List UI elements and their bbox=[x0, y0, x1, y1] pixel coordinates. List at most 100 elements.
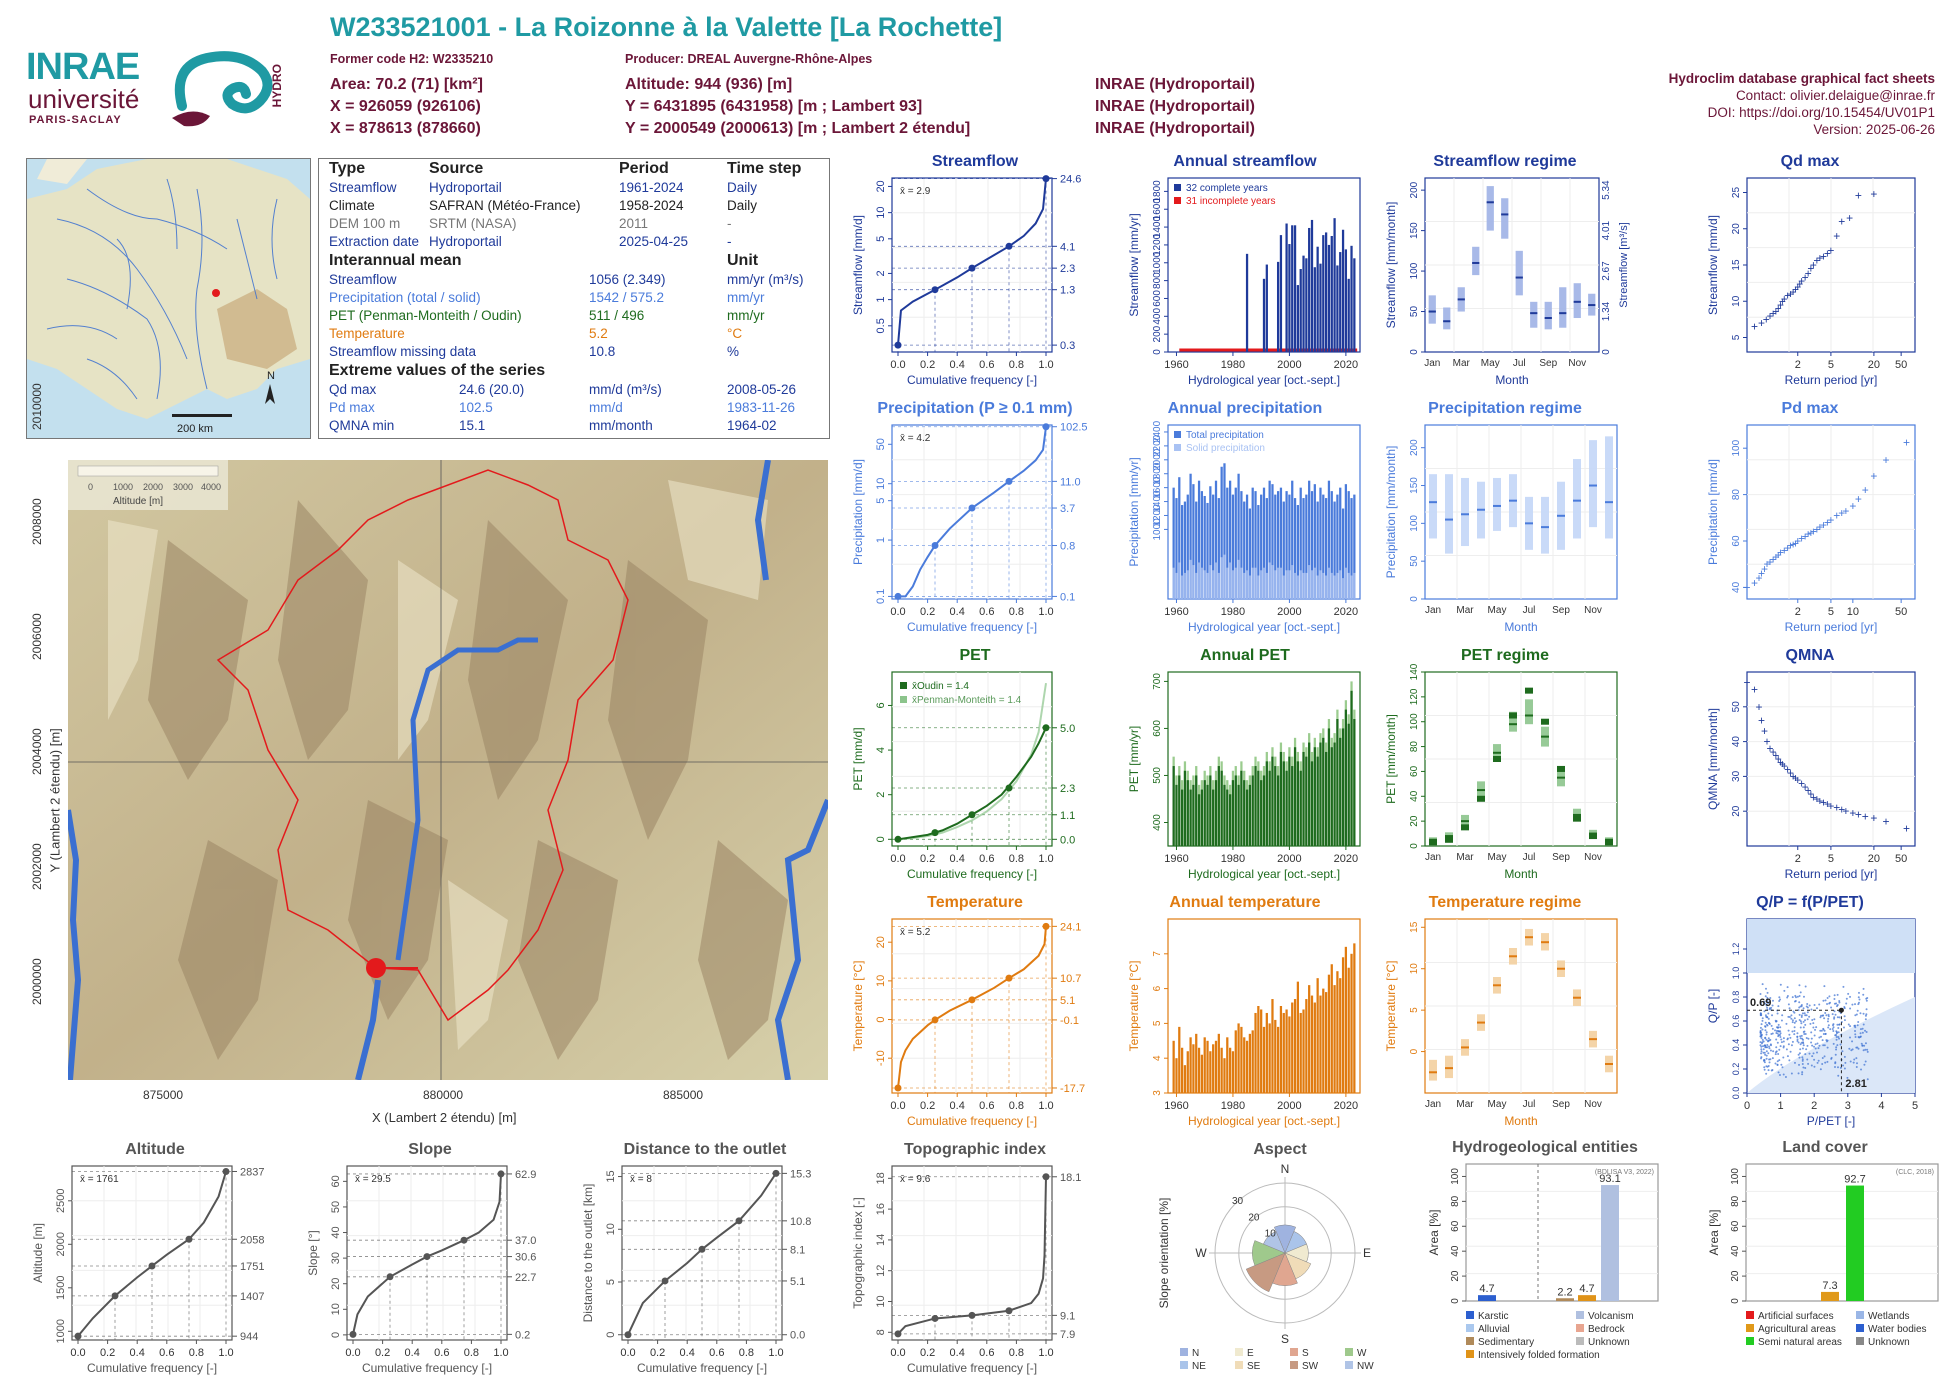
qp-point bbox=[1839, 1066, 1842, 1069]
data-point bbox=[968, 264, 976, 272]
solid-bar bbox=[1217, 572, 1220, 599]
chart-title: Precipitation regime bbox=[1428, 400, 1582, 417]
annual-bar bbox=[1180, 505, 1184, 599]
qp-point bbox=[1823, 1017, 1826, 1020]
right-tick-label: 0.1 bbox=[1060, 591, 1075, 603]
x-axis-label: Return period [yr] bbox=[1785, 867, 1878, 881]
qp-point bbox=[1862, 993, 1865, 996]
y-tick-label: 10 bbox=[875, 206, 887, 218]
qp-point bbox=[1777, 1071, 1780, 1074]
ext-row-unit: mm/month bbox=[589, 418, 653, 433]
regime-median-2 bbox=[1477, 795, 1485, 802]
y-axis-label: Area [%] bbox=[1427, 1209, 1441, 1255]
data-point bbox=[1005, 1307, 1013, 1315]
contact[interactable]: Contact: olivier.delaigue@inrae.fr bbox=[1735, 88, 1935, 103]
right-tick-label: 2.3 bbox=[1060, 263, 1075, 275]
legend-label: N bbox=[1192, 1348, 1199, 1359]
qp-point bbox=[1789, 1036, 1792, 1039]
x-axis-label: Month bbox=[1504, 620, 1537, 634]
qp-point bbox=[1764, 995, 1767, 998]
annual-bar bbox=[1197, 480, 1201, 599]
regime-box bbox=[1429, 474, 1437, 539]
category-bar bbox=[1846, 1185, 1864, 1301]
data-point: + bbox=[1790, 285, 1797, 299]
qp-point bbox=[1806, 1018, 1809, 1021]
data-point bbox=[894, 592, 902, 600]
qp-point bbox=[1805, 1014, 1808, 1017]
data-point: + bbox=[1862, 809, 1869, 823]
info-row-type: Climate bbox=[329, 198, 375, 213]
mean-label: x̄ = 29.5 bbox=[355, 1174, 391, 1185]
qp-point bbox=[1865, 1008, 1868, 1011]
annual-bar bbox=[1260, 1009, 1263, 1093]
legend-swatch bbox=[900, 682, 907, 689]
qp-point bbox=[1804, 1019, 1807, 1022]
x-tick-label: 2 bbox=[1795, 606, 1801, 618]
solid-bar bbox=[1288, 570, 1291, 599]
bar-value-label: 2.2 bbox=[1557, 1286, 1572, 1298]
qp-point bbox=[1856, 1024, 1859, 1027]
qp-point bbox=[1862, 1012, 1865, 1015]
y-axis-label: PET [mm/d] bbox=[851, 727, 865, 790]
annual-bar bbox=[1195, 1033, 1198, 1093]
y-tick-label: 80 bbox=[1409, 741, 1420, 753]
qp-point bbox=[1824, 1012, 1827, 1015]
bar-value-label: 92.7 bbox=[1844, 1174, 1865, 1186]
doi[interactable]: DOI: https://doi.org/10.15454/UV01P1 bbox=[1707, 105, 1935, 120]
annual-bar bbox=[1282, 1012, 1285, 1093]
regime-median-2 bbox=[1493, 756, 1501, 762]
chart-title: Q/P = f(P/PET) bbox=[1756, 894, 1864, 911]
qp-point bbox=[1865, 1030, 1868, 1033]
data-point: + bbox=[1758, 566, 1765, 580]
qp-point bbox=[1760, 1056, 1763, 1059]
qp-point bbox=[1786, 986, 1789, 989]
y-lambert2: Y = 2000549 (2000613) [m ; Lambert 2 éte… bbox=[625, 120, 971, 137]
plot-frame bbox=[1465, 1163, 1659, 1302]
y-tick-label: 100 bbox=[1730, 1168, 1741, 1185]
qp-point bbox=[1766, 999, 1769, 1002]
qp-point bbox=[1859, 1036, 1862, 1039]
y-axis-label: PET [mm/month] bbox=[1384, 714, 1398, 804]
solid-bar bbox=[1245, 570, 1249, 599]
x-axis-label: P/PET [-] bbox=[1807, 1114, 1855, 1128]
chart-title: Topographic index bbox=[904, 1141, 1046, 1158]
qp-point bbox=[1788, 1016, 1791, 1019]
x-tick-label: 1960 bbox=[1164, 606, 1188, 618]
qp-point bbox=[1768, 1045, 1771, 1048]
solid-bar bbox=[1214, 562, 1218, 599]
solid-bar bbox=[1223, 554, 1226, 599]
regime-median-2 bbox=[1589, 833, 1597, 840]
qp-point bbox=[1782, 1073, 1785, 1076]
qp-point bbox=[1856, 1009, 1859, 1012]
source-1: INRAE (Hydroportail) bbox=[1095, 76, 1255, 93]
annual-streamflow-svg: Annual streamflow 0 2004006008001000120014… bbox=[1127, 153, 1361, 387]
y-tick-label: 2000 bbox=[55, 1232, 67, 1256]
legend-label: x̄Oudin = 1.4 bbox=[912, 681, 969, 692]
annual-streamflow-chart: Annual streamflow 0 200 400 600 800 1000 1200 14… bbox=[1120, 150, 1370, 390]
compass-label: S bbox=[1281, 1332, 1289, 1346]
solid-bar bbox=[1172, 567, 1175, 599]
y-tick-label: 0 bbox=[1450, 1298, 1461, 1304]
y-tick-label: 2 bbox=[875, 270, 887, 276]
annual-bar bbox=[1327, 974, 1331, 1093]
regime-box bbox=[1486, 186, 1494, 231]
qp-point bbox=[1804, 1023, 1807, 1026]
ring-label: 30 bbox=[1232, 1196, 1244, 1207]
qp-point bbox=[1769, 1043, 1772, 1046]
solid-bar bbox=[1313, 567, 1316, 599]
qp-point bbox=[1791, 1040, 1794, 1043]
data-point: + bbox=[1807, 526, 1814, 540]
qp-point bbox=[1834, 1062, 1837, 1065]
data-point: + bbox=[1855, 492, 1862, 506]
qp-point bbox=[1777, 1005, 1780, 1008]
annual-bar bbox=[1228, 794, 1232, 846]
inrae-logo: INRAE université PARIS-SACLAY bbox=[26, 46, 154, 126]
annual-bar bbox=[1265, 264, 1268, 352]
qp-point bbox=[1763, 1000, 1766, 1003]
y-axis-label: Streamflow [mm/month] bbox=[1384, 202, 1398, 329]
qp-point bbox=[1849, 1060, 1852, 1063]
data-point: + bbox=[1846, 211, 1853, 225]
qp-point bbox=[1763, 1068, 1766, 1071]
qp-point bbox=[1768, 1061, 1771, 1064]
solid-bar bbox=[1180, 575, 1184, 599]
